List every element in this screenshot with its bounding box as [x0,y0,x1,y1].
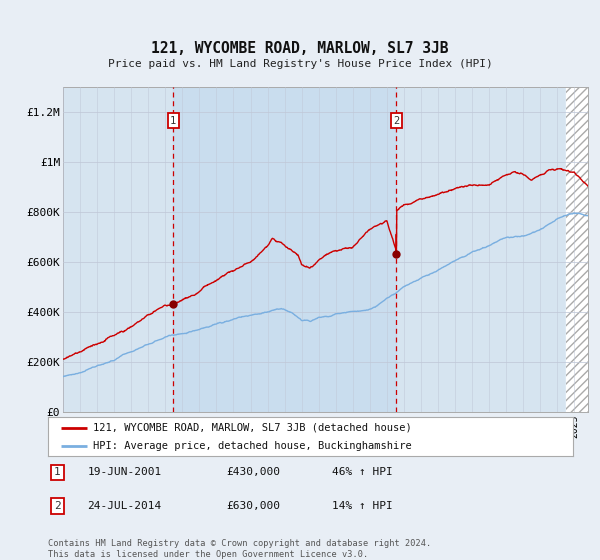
Text: 24-JUL-2014: 24-JUL-2014 [88,501,161,511]
Text: 2: 2 [393,115,400,125]
Text: 121, WYCOMBE ROAD, MARLOW, SL7 3JB (detached house): 121, WYCOMBE ROAD, MARLOW, SL7 3JB (deta… [92,423,412,433]
Text: Contains HM Land Registry data © Crown copyright and database right 2024.
This d: Contains HM Land Registry data © Crown c… [48,539,431,559]
Bar [173,87,397,412]
Text: 14% ↑ HPI: 14% ↑ HPI [331,501,392,511]
Text: 1: 1 [170,115,176,125]
Text: £630,000: £630,000 [227,501,281,511]
Text: 46% ↑ HPI: 46% ↑ HPI [331,468,392,477]
Text: 19-JUN-2001: 19-JUN-2001 [88,468,161,477]
Text: HPI: Average price, detached house, Buckinghamshire: HPI: Average price, detached house, Buck… [92,441,412,451]
Text: £430,000: £430,000 [227,468,281,477]
Bar [566,87,588,412]
Text: 121, WYCOMBE ROAD, MARLOW, SL7 3JB: 121, WYCOMBE ROAD, MARLOW, SL7 3JB [151,41,449,56]
Bar [566,87,588,412]
Text: Price paid vs. HM Land Registry's House Price Index (HPI): Price paid vs. HM Land Registry's House … [107,59,493,69]
Text: 2: 2 [54,501,61,511]
Text: 1: 1 [54,468,61,477]
